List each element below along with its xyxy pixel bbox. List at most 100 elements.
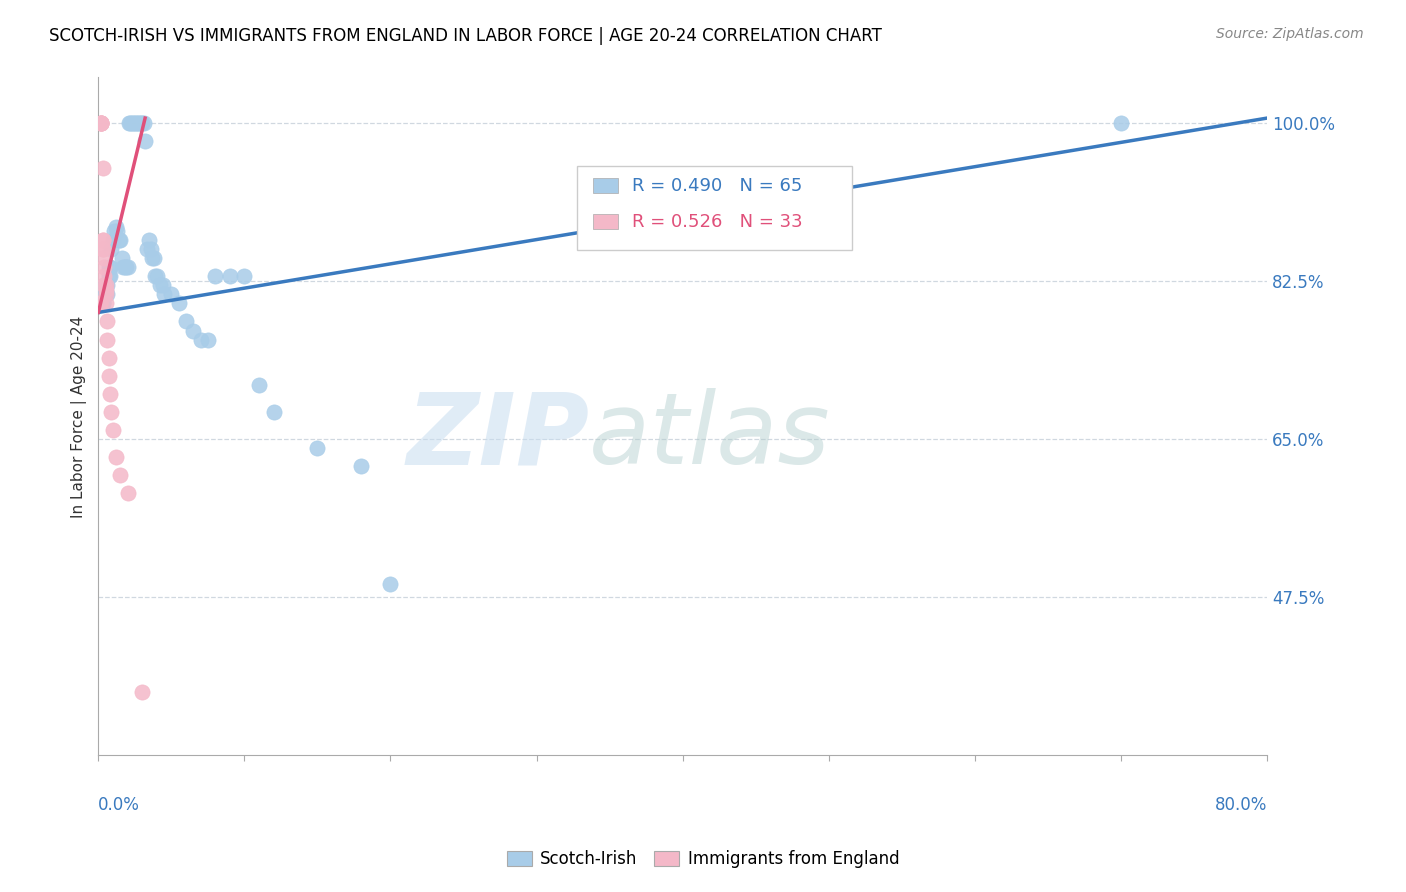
Point [143, 269, 166, 284]
Text: SCOTCH-IRISH VS IMMIGRANTS FROM ENGLAND IN LABOR FORCE | AGE 20-24 CORRELATION C: SCOTCH-IRISH VS IMMIGRANTS FROM ENGLAND … [49, 27, 882, 45]
Text: Source: ZipAtlas.com: Source: ZipAtlas.com [1216, 27, 1364, 41]
Point [129, 115, 152, 129]
Point [107, 233, 129, 247]
Point [91, 296, 114, 310]
Text: atlas: atlas [589, 388, 831, 485]
Point [96, 333, 118, 347]
Point [111, 251, 134, 265]
Point [89, 296, 111, 310]
Point [103, 224, 125, 238]
Point [152, 278, 174, 293]
Point [93, 251, 115, 265]
Point [90, 296, 112, 310]
Point [141, 251, 163, 265]
Point [131, 115, 153, 129]
Point [181, 324, 204, 338]
Point [135, 242, 157, 256]
Point [91, 242, 114, 256]
Point [127, 115, 149, 129]
Point [94, 278, 117, 293]
Point [218, 269, 240, 284]
Point [90, 296, 112, 310]
Point [90, 115, 112, 129]
Point [94, 287, 117, 301]
Point [89, 296, 111, 310]
Point [197, 333, 219, 347]
Text: R = 0.490   N = 65: R = 0.490 N = 65 [633, 177, 803, 195]
Point [97, 351, 120, 365]
Point [96, 278, 118, 293]
Point [94, 287, 117, 301]
Point [149, 278, 172, 293]
FancyBboxPatch shape [593, 214, 619, 229]
Point [112, 260, 135, 275]
Point [90, 296, 112, 310]
Point [167, 296, 190, 310]
Point [93, 278, 115, 293]
Point [122, 115, 145, 129]
Point [91, 233, 114, 247]
Point [91, 233, 114, 247]
Point [98, 269, 121, 284]
Legend: Scotch-Irish, Immigrants from England: Scotch-Irish, Immigrants from England [501, 844, 905, 875]
Text: R = 0.526   N = 33: R = 0.526 N = 33 [633, 213, 803, 231]
Point [160, 287, 183, 301]
Point [90, 115, 112, 129]
Point [350, 459, 373, 474]
Point [96, 314, 118, 328]
Y-axis label: In Labor Force | Age 20-24: In Labor Force | Age 20-24 [72, 315, 87, 517]
Point [104, 450, 127, 464]
FancyBboxPatch shape [578, 166, 852, 251]
Point [91, 242, 114, 256]
Point [101, 233, 124, 247]
Point [131, 685, 153, 699]
Point [174, 314, 197, 328]
Point [115, 260, 138, 275]
Point [96, 287, 118, 301]
Text: 80.0%: 80.0% [1215, 796, 1267, 814]
Point [97, 368, 120, 383]
Point [93, 260, 115, 275]
Text: 0.0%: 0.0% [98, 796, 141, 814]
Point [97, 260, 120, 275]
Point [110, 233, 132, 247]
Point [247, 377, 270, 392]
Point [97, 269, 120, 284]
Point [142, 251, 165, 265]
Point [307, 441, 329, 455]
FancyBboxPatch shape [593, 178, 619, 194]
Point [132, 115, 155, 129]
Point [110, 468, 132, 483]
Point [233, 269, 256, 284]
Point [263, 405, 285, 419]
Point [90, 115, 112, 129]
Point [153, 287, 176, 301]
Point [100, 405, 122, 419]
Point [90, 115, 112, 129]
Point [93, 278, 115, 293]
Point [104, 219, 127, 234]
Point [125, 115, 148, 129]
Point [204, 269, 226, 284]
Point [93, 287, 115, 301]
Point [93, 269, 115, 284]
Point [89, 296, 111, 310]
Point [124, 115, 146, 129]
Point [91, 161, 114, 175]
Point [90, 115, 112, 129]
Point [98, 386, 121, 401]
Text: ZIP: ZIP [406, 388, 589, 485]
Point [134, 134, 156, 148]
Point [117, 486, 139, 500]
Point [101, 423, 124, 437]
Point [138, 233, 160, 247]
Point [94, 296, 117, 310]
Point [146, 269, 169, 284]
Point [121, 115, 143, 129]
Point [128, 115, 150, 129]
Point [117, 260, 139, 275]
Point [94, 278, 117, 293]
Point [190, 333, 212, 347]
Point [105, 224, 128, 238]
Point [118, 115, 141, 129]
